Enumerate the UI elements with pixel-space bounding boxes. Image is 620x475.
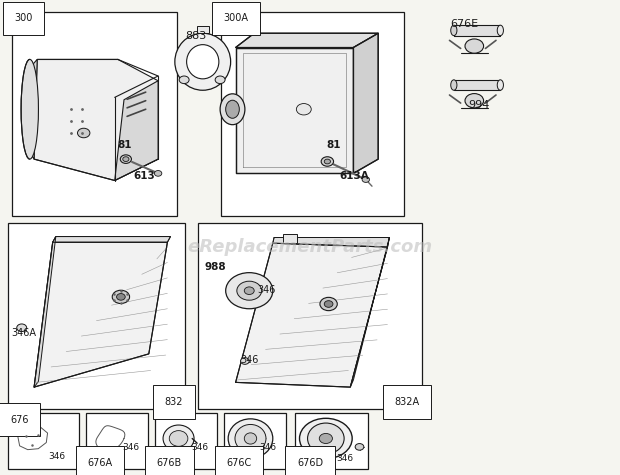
Text: 676C: 676C — [226, 458, 252, 468]
Circle shape — [117, 294, 125, 300]
Circle shape — [120, 155, 131, 163]
Ellipse shape — [21, 59, 38, 159]
Ellipse shape — [299, 418, 352, 459]
Circle shape — [112, 290, 130, 304]
Polygon shape — [273, 238, 389, 247]
Circle shape — [179, 76, 189, 84]
Polygon shape — [34, 237, 56, 387]
Circle shape — [465, 94, 484, 108]
Polygon shape — [115, 81, 158, 180]
Circle shape — [226, 273, 273, 309]
Ellipse shape — [226, 100, 239, 118]
Circle shape — [241, 358, 249, 364]
Polygon shape — [53, 237, 170, 242]
Bar — [8, 223, 185, 408]
Bar — [86, 413, 148, 469]
Text: 346: 346 — [257, 285, 276, 295]
Text: 346: 346 — [123, 443, 140, 452]
Text: 346: 346 — [48, 453, 66, 461]
Text: 676B: 676B — [157, 458, 182, 468]
Ellipse shape — [244, 433, 257, 444]
Text: 300A: 300A — [223, 13, 248, 23]
Ellipse shape — [497, 25, 503, 36]
Text: 346: 346 — [241, 355, 259, 365]
Ellipse shape — [228, 419, 273, 458]
Bar — [221, 12, 404, 216]
Bar — [155, 413, 217, 469]
Circle shape — [123, 157, 129, 162]
Text: 676A: 676A — [87, 458, 113, 468]
Text: 346: 346 — [337, 454, 354, 463]
Circle shape — [362, 177, 370, 182]
Ellipse shape — [451, 25, 457, 36]
Ellipse shape — [235, 425, 266, 453]
Circle shape — [78, 128, 90, 138]
Ellipse shape — [163, 425, 194, 452]
Text: 832: 832 — [164, 397, 183, 407]
Bar — [283, 234, 297, 243]
Text: 883: 883 — [185, 31, 206, 41]
Text: 346A: 346A — [11, 328, 36, 339]
Text: eReplacementParts.com: eReplacementParts.com — [187, 238, 433, 256]
Text: 676D: 676D — [297, 458, 323, 468]
Circle shape — [321, 157, 334, 166]
Text: 300: 300 — [14, 13, 33, 23]
Polygon shape — [197, 26, 209, 33]
Ellipse shape — [308, 423, 344, 454]
Ellipse shape — [451, 80, 457, 90]
Circle shape — [320, 297, 337, 311]
Bar — [8, 413, 79, 469]
Polygon shape — [353, 33, 378, 173]
Circle shape — [154, 171, 162, 176]
Text: 346: 346 — [259, 443, 277, 452]
Circle shape — [244, 287, 254, 294]
Polygon shape — [236, 243, 388, 387]
Ellipse shape — [319, 433, 332, 444]
Bar — [198, 223, 422, 408]
Ellipse shape — [187, 45, 219, 79]
Text: 832A: 832A — [394, 397, 420, 407]
Circle shape — [324, 159, 330, 164]
Text: 81: 81 — [118, 140, 132, 150]
Text: 676: 676 — [10, 415, 29, 425]
Polygon shape — [25, 59, 37, 159]
Ellipse shape — [175, 33, 231, 90]
Polygon shape — [236, 33, 378, 48]
Circle shape — [296, 104, 311, 115]
Text: 613A: 613A — [339, 171, 369, 181]
Polygon shape — [350, 238, 389, 387]
Circle shape — [215, 76, 225, 84]
Polygon shape — [454, 25, 500, 36]
Polygon shape — [236, 48, 353, 173]
Ellipse shape — [169, 431, 188, 446]
Text: 676E: 676E — [450, 19, 478, 29]
Text: 994: 994 — [468, 100, 489, 110]
Ellipse shape — [220, 94, 245, 125]
Polygon shape — [34, 242, 167, 387]
Circle shape — [465, 39, 484, 53]
Circle shape — [237, 281, 262, 300]
Polygon shape — [454, 80, 500, 90]
Bar — [295, 413, 368, 469]
Circle shape — [324, 301, 333, 307]
Text: 346: 346 — [191, 443, 208, 452]
Circle shape — [17, 324, 27, 332]
Circle shape — [355, 444, 364, 450]
Text: 81: 81 — [327, 140, 341, 150]
Bar — [224, 413, 286, 469]
Text: 613: 613 — [133, 171, 155, 181]
Bar — [12, 12, 177, 216]
Polygon shape — [34, 59, 158, 180]
Ellipse shape — [497, 80, 503, 90]
Text: 988: 988 — [205, 262, 226, 272]
